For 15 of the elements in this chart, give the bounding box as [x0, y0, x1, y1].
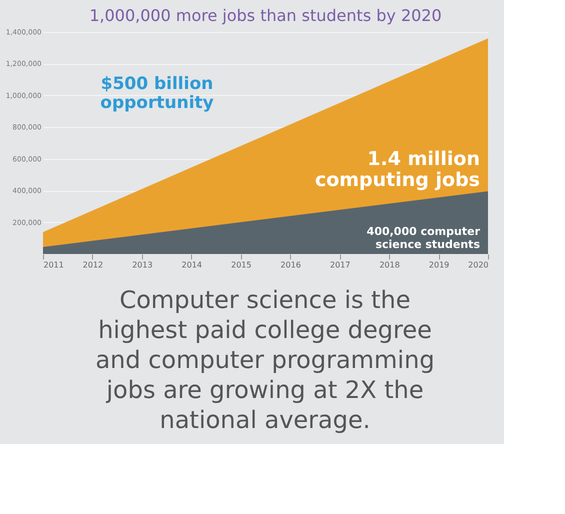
x-tick-label: 2019: [428, 260, 450, 270]
annotation: 1.4 million computing jobs: [314, 148, 480, 191]
text: Computer science is the highest paid college degree and computer programming jobs are growing at 2X the national average.: [95, 286, 435, 434]
x-tick-label: 2014: [182, 260, 202, 270]
x-tick-label: 2013: [132, 260, 153, 270]
x-tick-label: 2017: [330, 260, 350, 270]
chart-title: 1,000,000 more jobs than students by 2020: [89, 6, 442, 25]
x-tick-label: 2015: [231, 260, 252, 270]
x-tick-label: 2012: [82, 260, 104, 270]
x-tick-label: 2020: [468, 260, 488, 270]
annotation: 400,000 computer science students: [366, 225, 481, 251]
annotation: $500 billion opportunity: [100, 74, 214, 113]
x-tick-label: 2011: [44, 260, 64, 270]
x-tick-label: 2016: [280, 260, 301, 270]
x-tick-label: 2018: [379, 260, 400, 270]
